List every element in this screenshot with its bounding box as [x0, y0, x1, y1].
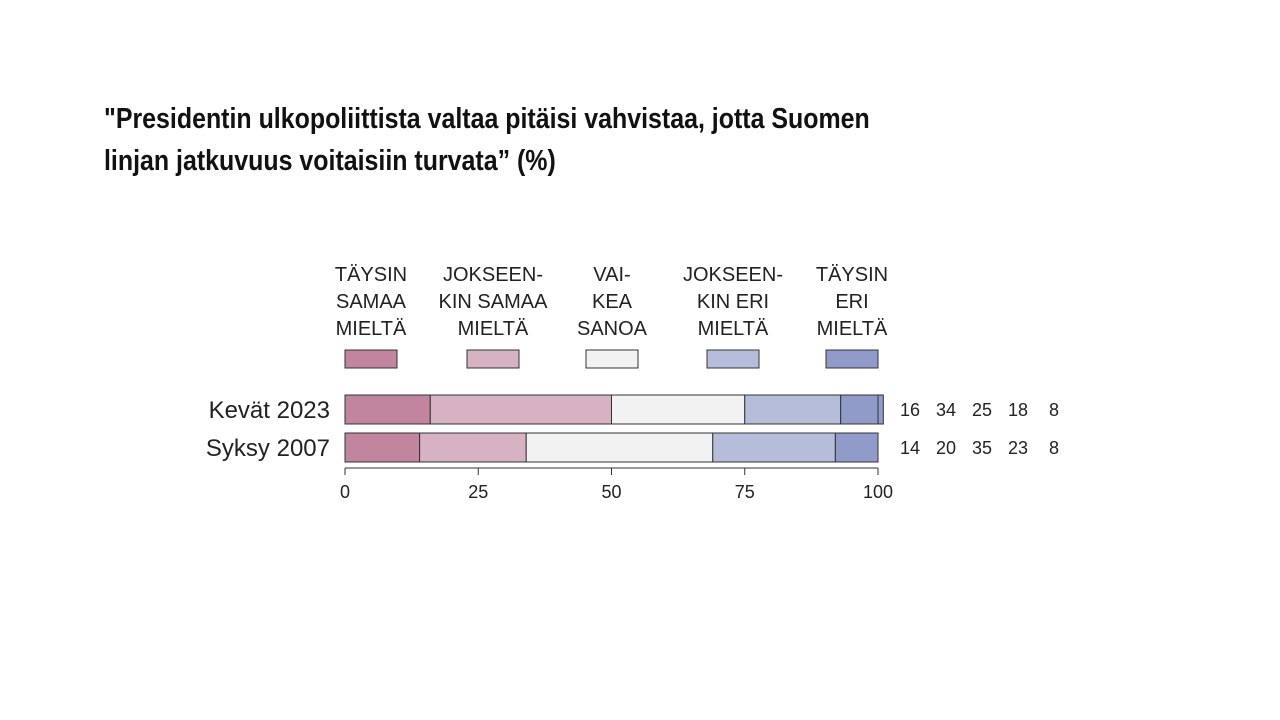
- bar-segment: [344, 432, 421, 463]
- legend-label-line: TÄYSIN: [335, 264, 407, 286]
- legend-swatch: [466, 349, 520, 369]
- bar-segment: [744, 394, 842, 425]
- x-tick-label: 0: [340, 482, 350, 502]
- bar-outline: [344, 394, 879, 425]
- legend-label-line: KIN ERI: [697, 291, 769, 313]
- x-tick-label: 100: [863, 482, 893, 502]
- legend-swatch: [825, 349, 879, 369]
- x-axis: 0 25 50 75 100: [340, 467, 893, 502]
- value-label: 14: [900, 438, 920, 458]
- value-label: 25: [972, 400, 992, 420]
- legend-label-line: TÄYSIN: [816, 264, 888, 286]
- chart-title-line-1: "Presidentin ulkopoliittista valtaa pitä…: [104, 103, 870, 135]
- legend-label-line: MIELTÄ: [698, 318, 769, 340]
- legend-label-line: JOKSEEN-: [683, 264, 783, 286]
- x-tick-label: 25: [468, 482, 488, 502]
- bar-segment: [525, 432, 714, 463]
- chart-legend: TÄYSIN SAMAA MIELTÄ JOKSEEN- KIN SAMAA MIELTÄ…: [335, 264, 888, 369]
- legend-label-line: MIELTÄ: [336, 318, 407, 340]
- bar-outline: [344, 432, 879, 463]
- legend-label-line: KIN SAMAA: [439, 291, 549, 313]
- chart-title-line-2: linjan jatkuvuus voitaisiin turvata” (%): [104, 145, 556, 177]
- value-label: 8: [1049, 438, 1059, 458]
- chart-bars: [344, 394, 884, 463]
- legend-label-line: KEA: [592, 291, 633, 313]
- value-label: 35: [972, 438, 992, 458]
- bar-segment: [840, 394, 884, 425]
- category-labels: Kevät 2023 Syksy 2007: [206, 397, 330, 462]
- bar-segment: [429, 394, 612, 425]
- legend-swatch: [344, 349, 398, 369]
- legend-label-line: SAMAA: [336, 291, 407, 313]
- legend-swatch: [706, 349, 760, 369]
- category-label: Kevät 2023: [209, 397, 330, 424]
- chart-title: "Presidentin ulkopoliittista valtaa pitä…: [104, 98, 964, 182]
- legend-label-line: ERI: [835, 291, 868, 313]
- bar-segment: [419, 432, 527, 463]
- value-label: 18: [1008, 400, 1028, 420]
- legend-label-line: SANOA: [577, 318, 648, 340]
- value-label: 20: [936, 438, 956, 458]
- value-labels: 16 34 25 18 8 14 20 35 23 8: [900, 400, 1059, 458]
- legend-swatch: [585, 349, 639, 369]
- legend-label-line: MIELTÄ: [817, 318, 888, 340]
- value-label: 8: [1049, 400, 1059, 420]
- bar-segment: [611, 394, 746, 425]
- x-tick-label: 75: [735, 482, 755, 502]
- x-tick-label: 50: [601, 482, 621, 502]
- value-label: 16: [900, 400, 920, 420]
- legend-label-line: JOKSEEN-: [443, 264, 543, 286]
- bar-segment: [834, 432, 879, 463]
- bar-segment: [712, 432, 836, 463]
- legend-label-line: VAI-: [593, 264, 630, 286]
- bar-segment: [344, 394, 431, 425]
- value-label: 23: [1008, 438, 1028, 458]
- category-label: Syksy 2007: [206, 435, 330, 462]
- legend-label-line: MIELTÄ: [458, 318, 529, 340]
- value-label: 34: [936, 400, 956, 420]
